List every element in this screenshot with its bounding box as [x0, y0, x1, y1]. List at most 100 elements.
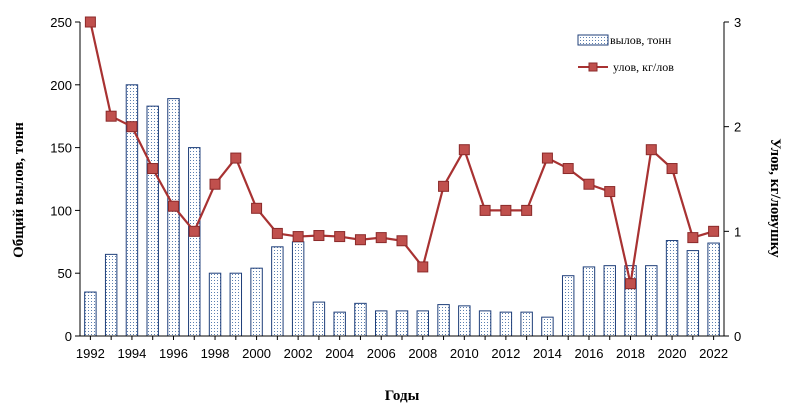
bar: [645, 265, 658, 337]
bar: [561, 275, 575, 337]
bar: [499, 311, 513, 337]
bar: [686, 250, 700, 337]
axes: [75, 21, 729, 340]
x-tick-label: 2022: [699, 346, 728, 361]
x-tick-label: 2010: [450, 346, 479, 361]
y-right-tick-label: 1: [734, 224, 741, 239]
bar: [707, 242, 720, 337]
line-point: [604, 186, 616, 198]
line-point: [334, 231, 346, 243]
line-point: [209, 178, 221, 190]
bar: [437, 304, 450, 337]
bar: [541, 316, 554, 337]
line-point: [396, 235, 408, 247]
legend-bar-swatch: [577, 34, 609, 46]
y-left-tick-label: 50: [58, 266, 72, 281]
line-point: [230, 152, 242, 164]
line-point: [84, 16, 96, 28]
line-point: [458, 144, 470, 156]
y-left-tick-label: 150: [50, 141, 72, 156]
bar: [582, 266, 596, 337]
bar: [167, 98, 180, 337]
line-point: [251, 202, 263, 214]
line-point: [167, 200, 179, 212]
x-tick-label: 2012: [491, 346, 520, 361]
bar-series: [84, 84, 720, 337]
x-tick-label: 2014: [533, 346, 562, 361]
line-point: [708, 225, 720, 237]
bar: [312, 301, 326, 337]
line-point: [313, 230, 325, 242]
line-series: [84, 16, 720, 290]
line-point: [583, 178, 595, 190]
legend-bar-label: вылов, тонн: [610, 33, 672, 47]
x-axis-title: Годы: [385, 388, 420, 404]
y-left-tick-label: 0: [65, 329, 72, 344]
line-point: [438, 180, 450, 192]
line-point: [625, 278, 637, 290]
x-tick-label: 1996: [159, 346, 188, 361]
bar: [416, 310, 429, 337]
line-point: [105, 110, 117, 122]
x-tick-label: 2016: [575, 346, 604, 361]
bar: [665, 240, 679, 337]
bar: [104, 253, 118, 337]
legend-line-marker: [588, 62, 598, 72]
bar: [146, 105, 159, 337]
x-tick-label: 1998: [201, 346, 230, 361]
bar: [395, 310, 409, 337]
y-left-tick-label: 200: [50, 78, 72, 93]
x-tick-label: 2020: [658, 346, 687, 361]
line-point: [188, 225, 200, 237]
bar: [229, 272, 243, 337]
x-tick-label: 1994: [117, 346, 146, 361]
line-point: [375, 232, 387, 244]
line-point: [479, 204, 491, 216]
x-tick-label: 2002: [284, 346, 313, 361]
y-right-tick-label: 0: [734, 329, 741, 344]
bar: [188, 147, 201, 337]
line-point: [521, 204, 533, 216]
bar: [354, 302, 367, 337]
y-right-tick-label: 3: [734, 15, 741, 30]
line-point: [147, 163, 159, 175]
bar: [84, 291, 97, 337]
line-point: [126, 121, 138, 133]
bar: [603, 265, 616, 337]
line-point: [645, 144, 657, 156]
x-tick-label: 1992: [76, 346, 105, 361]
bar: [208, 272, 222, 337]
bar: [291, 241, 305, 337]
line-point: [271, 227, 283, 239]
bar: [458, 305, 471, 337]
bar: [478, 310, 492, 337]
y-axis-right-title: Улов, кг/ловушку: [767, 138, 783, 258]
line-point: [541, 152, 553, 164]
line-point: [417, 261, 429, 273]
y-axis-left-title: Общий вылов, тонн: [11, 122, 27, 258]
line-point: [666, 163, 678, 175]
line-point: [562, 163, 574, 175]
y-left-tick-label: 100: [50, 203, 72, 218]
bar: [520, 311, 533, 337]
tick-labels: 0 50 100 150 200 250 0 1 2 3 1992 1994 1996 1998 2000 2…: [50, 15, 741, 361]
x-tick-label: 2004: [325, 346, 354, 361]
legend: вылов, тонн улов, кг/лов: [577, 33, 674, 74]
bar: [271, 246, 284, 337]
line-point: [500, 204, 512, 216]
bar: [250, 267, 263, 337]
y-right-tick-label: 2: [734, 120, 741, 135]
line-point: [354, 234, 366, 246]
line-point: [292, 231, 304, 243]
x-tick-label: 2000: [242, 346, 271, 361]
bar: [333, 311, 346, 337]
bar: [375, 310, 388, 337]
x-tick-label: 2006: [367, 346, 396, 361]
x-tick-label: 2008: [408, 346, 437, 361]
legend-line-label: улов, кг/лов: [613, 60, 674, 74]
x-tick-label: 2018: [616, 346, 645, 361]
y-left-tick-label: 250: [50, 15, 72, 30]
line-point: [687, 232, 699, 244]
bar: [624, 265, 637, 337]
